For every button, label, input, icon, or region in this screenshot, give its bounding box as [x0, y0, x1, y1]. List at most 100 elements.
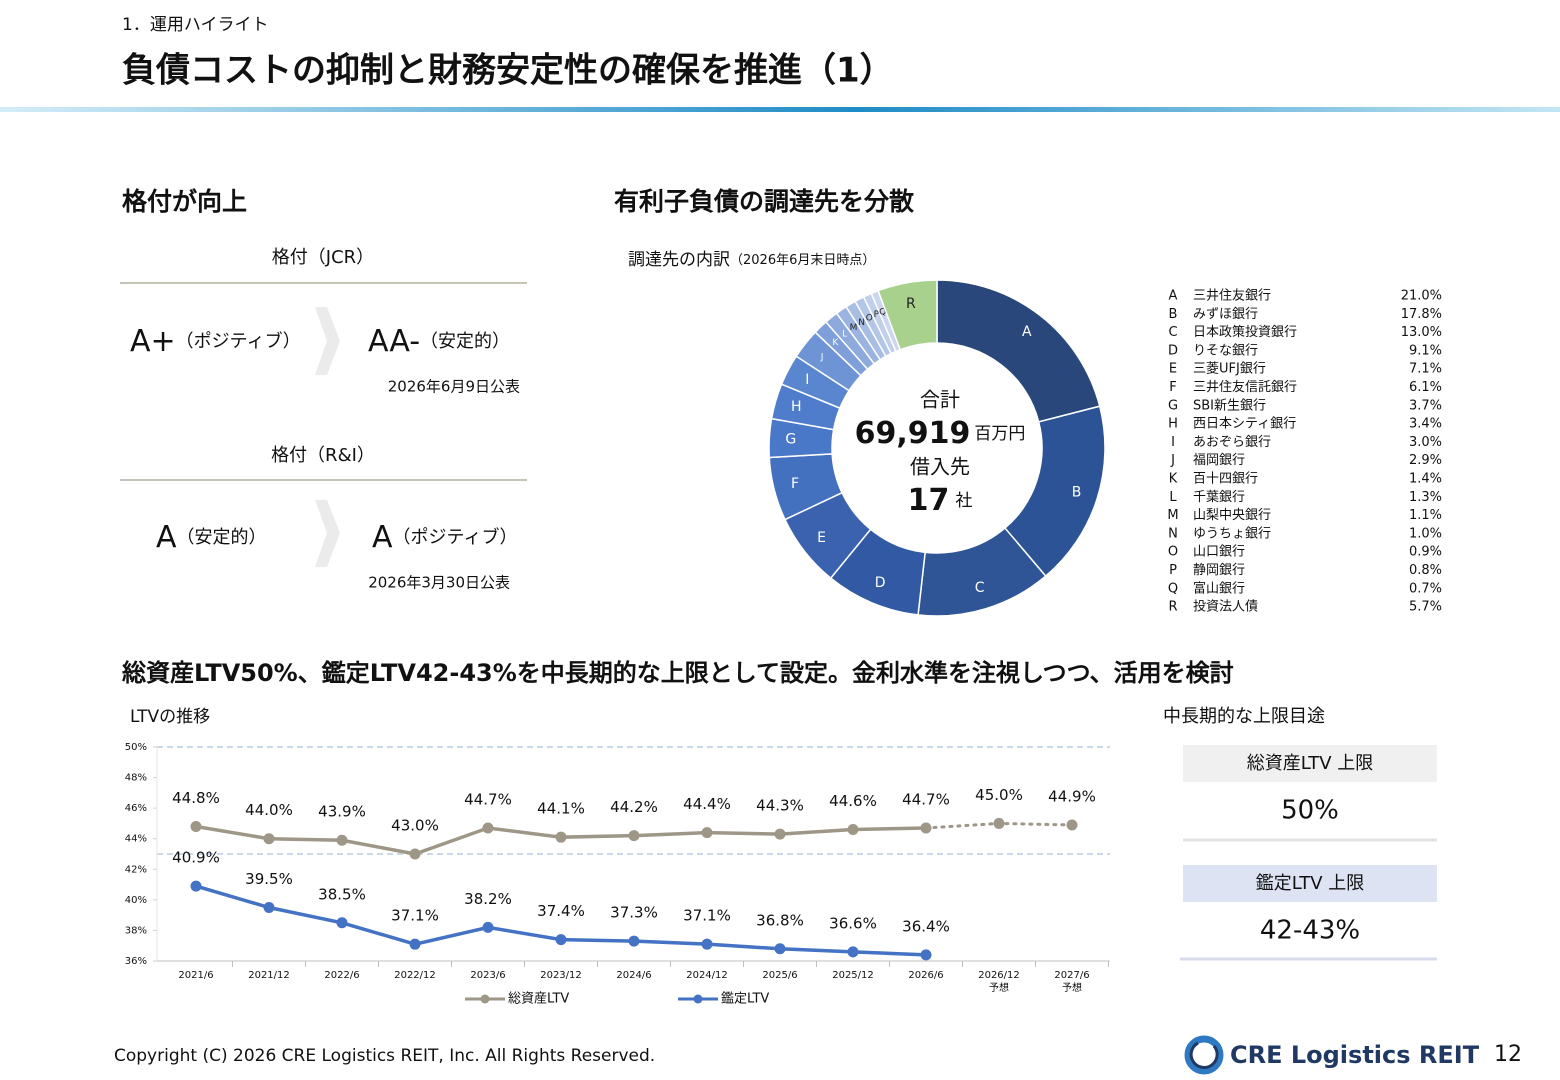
agency-label: 格付（JCR）: [272, 247, 374, 268]
x-tick-label: 2026/6: [908, 970, 943, 981]
legend-value: 13.0%: [1401, 325, 1442, 340]
point: [409, 848, 421, 860]
data-label: 44.7%: [902, 791, 950, 809]
legend-value: 1.0%: [1409, 526, 1442, 541]
point: [847, 824, 859, 836]
x-tick-label: 2025/12: [832, 970, 874, 981]
data-label: 44.0%: [245, 801, 293, 819]
donut-slice: [936, 279, 1101, 423]
legend-name: あおぞら銀行: [1193, 435, 1271, 450]
legend-value: 5.7%: [1409, 600, 1442, 615]
slice-label: L: [842, 330, 847, 340]
legend-key: G: [1168, 398, 1178, 413]
x-tick-label: 2027/6: [1054, 970, 1089, 981]
point: [263, 833, 275, 845]
legend-name: りそな銀行: [1193, 343, 1258, 358]
rating-before: A（安定的）: [156, 520, 267, 555]
legend-value: 1.3%: [1409, 490, 1442, 505]
point: [1066, 819, 1078, 831]
logo-mark: [1189, 1041, 1219, 1069]
agency-label: 格付（R&I）: [271, 445, 375, 466]
data-label: 38.5%: [318, 885, 366, 903]
data-label: 37.1%: [391, 907, 439, 925]
slice-label: B: [1072, 484, 1082, 500]
copyright: Copyright (C) 2026 CRE Logistics REIT, I…: [114, 1046, 655, 1066]
line-chart: 36% 38% 40% 42% 44% 46% 48% 50% 2021/6 2021/12 202…: [125, 742, 1110, 1007]
limit-header: [1183, 745, 1437, 782]
y-tick-label: 40%: [125, 895, 147, 906]
limits-title: 中長期的な上限目途: [1163, 706, 1325, 727]
point: [482, 822, 494, 834]
point: [190, 820, 202, 832]
legend-key: M: [1167, 508, 1178, 523]
data-label: 44.4%: [683, 795, 731, 813]
point: [263, 902, 275, 913]
legend-key: N: [1168, 526, 1178, 541]
point: [920, 822, 932, 834]
legend-key: E: [1169, 362, 1177, 377]
x-tick-label: 2022/6: [324, 970, 359, 981]
data-label: 45.0%: [975, 786, 1023, 804]
x-tick-note: 予想: [1062, 981, 1082, 994]
data-label: 37.3%: [610, 904, 658, 922]
data-label: 44.2%: [610, 798, 658, 816]
legend-key: C: [1168, 325, 1177, 340]
rating-date: 2026年6月9日公表: [388, 378, 520, 396]
arrow: [315, 307, 340, 375]
x-tick-note: 予想: [989, 981, 1009, 994]
slice-label: R: [906, 296, 916, 312]
legend-key: I: [1171, 435, 1175, 450]
slice-label: E: [817, 530, 826, 546]
y-tick-label: 46%: [125, 803, 147, 814]
legend-key: L: [1169, 490, 1177, 505]
rating-after: AA-（安定的）: [368, 324, 510, 359]
data-label: 44.9%: [1048, 787, 1096, 805]
legend-value: 3.4%: [1409, 417, 1442, 432]
rating-heading: 格付が向上: [122, 187, 247, 216]
data-label: 39.5%: [245, 870, 293, 888]
legend-value: 0.8%: [1409, 563, 1442, 578]
legend-key: J: [1170, 453, 1175, 468]
slice-label: C: [975, 580, 985, 596]
legend-key: Q: [1168, 581, 1178, 596]
x-tick-label: 2023/6: [470, 970, 505, 981]
line-title: LTVの推移: [130, 707, 210, 727]
point: [482, 921, 494, 933]
slice-label: G: [785, 431, 796, 447]
point: [701, 938, 713, 950]
legend-key: B: [1169, 307, 1178, 322]
legend-value: 1.1%: [1409, 508, 1442, 523]
legend-name: 静岡銀行: [1193, 563, 1245, 578]
legend-name: 日本政策投資銀行: [1193, 324, 1297, 340]
center-count: 17 社: [908, 483, 973, 518]
rating-after: A（ポジティブ）: [372, 520, 517, 555]
point: [701, 827, 713, 839]
x-tick-label: 2026/12: [978, 970, 1020, 981]
legend-key: K: [1169, 472, 1178, 487]
slice-label: A: [1022, 324, 1032, 340]
legend-value: 17.8%: [1401, 307, 1442, 322]
legend-key: P: [1169, 563, 1177, 578]
point: [409, 938, 421, 950]
rating-before: A+（ポジティブ）: [130, 324, 301, 359]
legend-name: 三井住友信託銀行: [1193, 379, 1297, 395]
legend-label: 鑑定LTV: [721, 991, 769, 1007]
slide-title: 負債コストの抑制と財務安定性の確保を推進（1）: [122, 51, 894, 91]
legend-key: D: [1168, 343, 1178, 358]
data-label: 36.4%: [902, 917, 950, 935]
center-total: 69,919 百万円: [855, 416, 1026, 451]
point: [190, 880, 202, 892]
legend-name: 百十四銀行: [1193, 472, 1258, 487]
legend-value: 21.0%: [1401, 289, 1442, 304]
data-label: 44.8%: [172, 789, 220, 807]
legend-value: 3.7%: [1409, 398, 1442, 413]
legend-value: 6.1%: [1409, 380, 1442, 395]
slice-label: M: [850, 323, 858, 333]
data-label: 43.9%: [318, 803, 366, 821]
donut-legend: A 三井住友銀行 21.0% B みずほ銀行 17.8% C 日本政策投資銀行 13.0% D りそ…: [1167, 288, 1442, 615]
legend-name: 投資法人債: [1193, 599, 1258, 615]
legend-name: 山口銀行: [1193, 545, 1245, 560]
